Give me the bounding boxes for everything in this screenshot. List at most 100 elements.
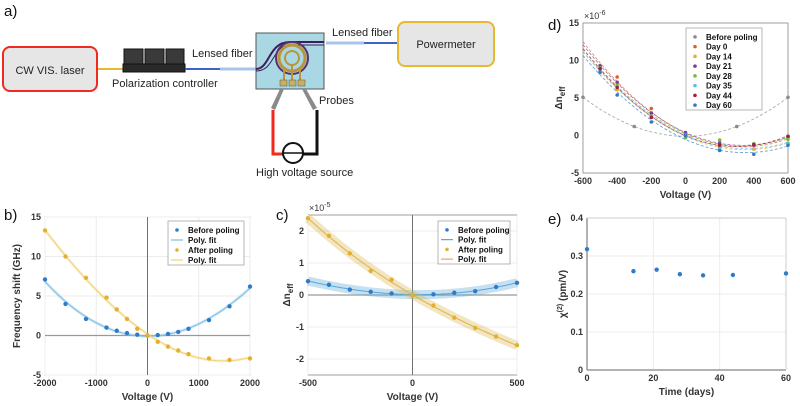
data-point xyxy=(584,246,590,252)
x-tick-label: 0 xyxy=(584,373,589,383)
data-point xyxy=(247,356,253,361)
data-point xyxy=(326,282,332,287)
legend-marker xyxy=(175,228,179,232)
data-point xyxy=(734,124,739,129)
data-point xyxy=(730,272,736,278)
x-axis-label: Voltage (V) xyxy=(122,392,173,403)
y-axis-label: Δneff xyxy=(554,86,567,109)
y-tick-label: 0.4 xyxy=(570,213,583,223)
data-point xyxy=(63,254,68,259)
data-point xyxy=(717,143,722,148)
data-point xyxy=(649,120,654,124)
y-tick-label: 0 xyxy=(299,290,304,300)
legend-label: Poly. fit xyxy=(458,236,487,245)
data-point xyxy=(104,325,109,330)
data-point xyxy=(389,291,394,296)
data-point xyxy=(227,357,232,363)
x-tick-label: 500 xyxy=(509,378,524,388)
y-tick-label: -5 xyxy=(571,168,579,178)
data-point xyxy=(786,137,790,142)
data-point xyxy=(104,295,109,300)
data-point xyxy=(389,277,394,282)
data-point xyxy=(452,315,457,320)
fit-line xyxy=(582,55,789,154)
lensed-fiber-right-label: Lensed fiber xyxy=(332,27,393,39)
x-tick-label: -500 xyxy=(299,378,317,388)
series-after-poling xyxy=(304,214,520,350)
y-tick-label: 0 xyxy=(574,131,579,141)
data-point xyxy=(83,316,89,322)
x-tick-label: 400 xyxy=(746,176,761,186)
y-tick-label: 2 xyxy=(299,226,304,236)
panel-label-a: a) xyxy=(4,3,17,20)
legend-marker xyxy=(693,64,697,68)
x-tick-label: 60 xyxy=(781,373,791,383)
data-point xyxy=(63,301,68,307)
x-tick-label: -1000 xyxy=(85,378,108,388)
data-point xyxy=(186,351,191,357)
y-tick-label: 10 xyxy=(569,56,579,66)
y-tick-label: 15 xyxy=(569,18,579,28)
polarization-controller-icon xyxy=(122,48,186,73)
data-point xyxy=(347,251,352,256)
x-axis-label: Time (days) xyxy=(659,387,714,398)
panel-label-c: c) xyxy=(276,207,289,224)
x-axis-label: Voltage (V) xyxy=(387,392,438,403)
black-wire xyxy=(302,110,319,156)
y-tick-label: 0 xyxy=(36,331,41,341)
legend-label: Day 35 xyxy=(706,82,732,91)
data-point xyxy=(135,326,140,331)
legend-marker xyxy=(445,228,449,232)
legend-marker xyxy=(693,103,697,107)
axis-exponent: ×10-6 xyxy=(584,10,606,21)
x-tick-label: 1000 xyxy=(189,378,209,388)
data-point xyxy=(649,106,654,111)
x-tick-label: 200 xyxy=(712,176,727,186)
laser-label: CW VIS. laser xyxy=(15,65,84,77)
panel-label-e: e) xyxy=(548,211,561,228)
legend-label: Day 21 xyxy=(706,62,732,71)
data-point xyxy=(326,233,332,238)
data-point xyxy=(155,332,160,338)
x-tick-label: 600 xyxy=(780,176,795,186)
data-point xyxy=(683,133,688,138)
data-point xyxy=(165,331,171,337)
y-tick-label: 0.2 xyxy=(570,289,583,299)
data-point xyxy=(615,93,619,97)
data-point xyxy=(649,111,654,115)
legend-marker xyxy=(693,74,697,78)
legend-label: Day 0 xyxy=(706,43,728,52)
data-point xyxy=(677,272,683,277)
y-tick-label: 0.3 xyxy=(570,251,583,261)
legend-box xyxy=(167,220,245,266)
legend-marker xyxy=(693,35,697,39)
axis-exponent-power: -5 xyxy=(324,202,330,209)
data-point xyxy=(368,289,373,294)
legend-marker xyxy=(693,44,697,49)
data-point xyxy=(227,304,232,309)
legend-label: Day 60 xyxy=(706,101,732,110)
y-tick-label: -5 xyxy=(33,370,41,380)
x-tick-label: 0 xyxy=(145,378,150,388)
data-point xyxy=(473,288,478,294)
legend-marker xyxy=(693,83,697,88)
panel-label-b: b) xyxy=(4,207,17,224)
data-point xyxy=(305,279,311,284)
data-point xyxy=(145,333,150,338)
legend-label: Poly. fit xyxy=(458,255,487,264)
panel-label-d: d) xyxy=(548,17,561,34)
legend-box xyxy=(437,220,511,265)
data-point xyxy=(615,85,619,90)
legend-label: Before poling xyxy=(188,226,240,235)
y-tick-label: 15 xyxy=(31,212,41,222)
y-tick-label: -2 xyxy=(296,354,304,364)
x-axis-label: Voltage (V) xyxy=(660,190,711,201)
x-tick-label: 2000 xyxy=(240,378,260,388)
legend-label: Poly. fit xyxy=(188,236,217,245)
y-tick-label: -1 xyxy=(296,322,304,332)
legend-label: Day 28 xyxy=(706,72,732,81)
data-point xyxy=(42,277,48,282)
data-point xyxy=(473,325,478,331)
